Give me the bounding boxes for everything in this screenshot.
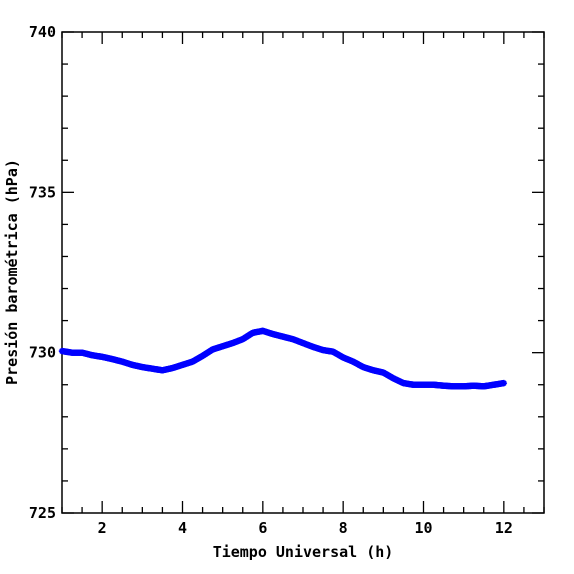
y-tick-label: 730	[29, 344, 56, 362]
x-tick-label: 8	[339, 519, 348, 537]
y-axis-title: Presión barométrica (hPa)	[3, 159, 21, 385]
axis-ticks	[61, 31, 545, 514]
data-series	[58, 327, 508, 390]
x-tick-label: 6	[258, 519, 267, 537]
y-tick-label: 735	[29, 183, 56, 201]
y-tick-label: 725	[29, 504, 56, 522]
x-tick-label: 4	[178, 519, 187, 537]
data-point	[500, 379, 508, 387]
y-tick-label: 740	[29, 23, 56, 41]
tick-labels: 2 4 6 8 10 12 725 730 735 740	[29, 23, 513, 537]
x-tick-label: 12	[495, 519, 513, 537]
x-axis-title: Tiempo Universal (h)	[213, 543, 394, 561]
x-tick-label: 10	[414, 519, 432, 537]
x-tick-label: 2	[98, 519, 107, 537]
plot-frame	[61, 31, 545, 514]
